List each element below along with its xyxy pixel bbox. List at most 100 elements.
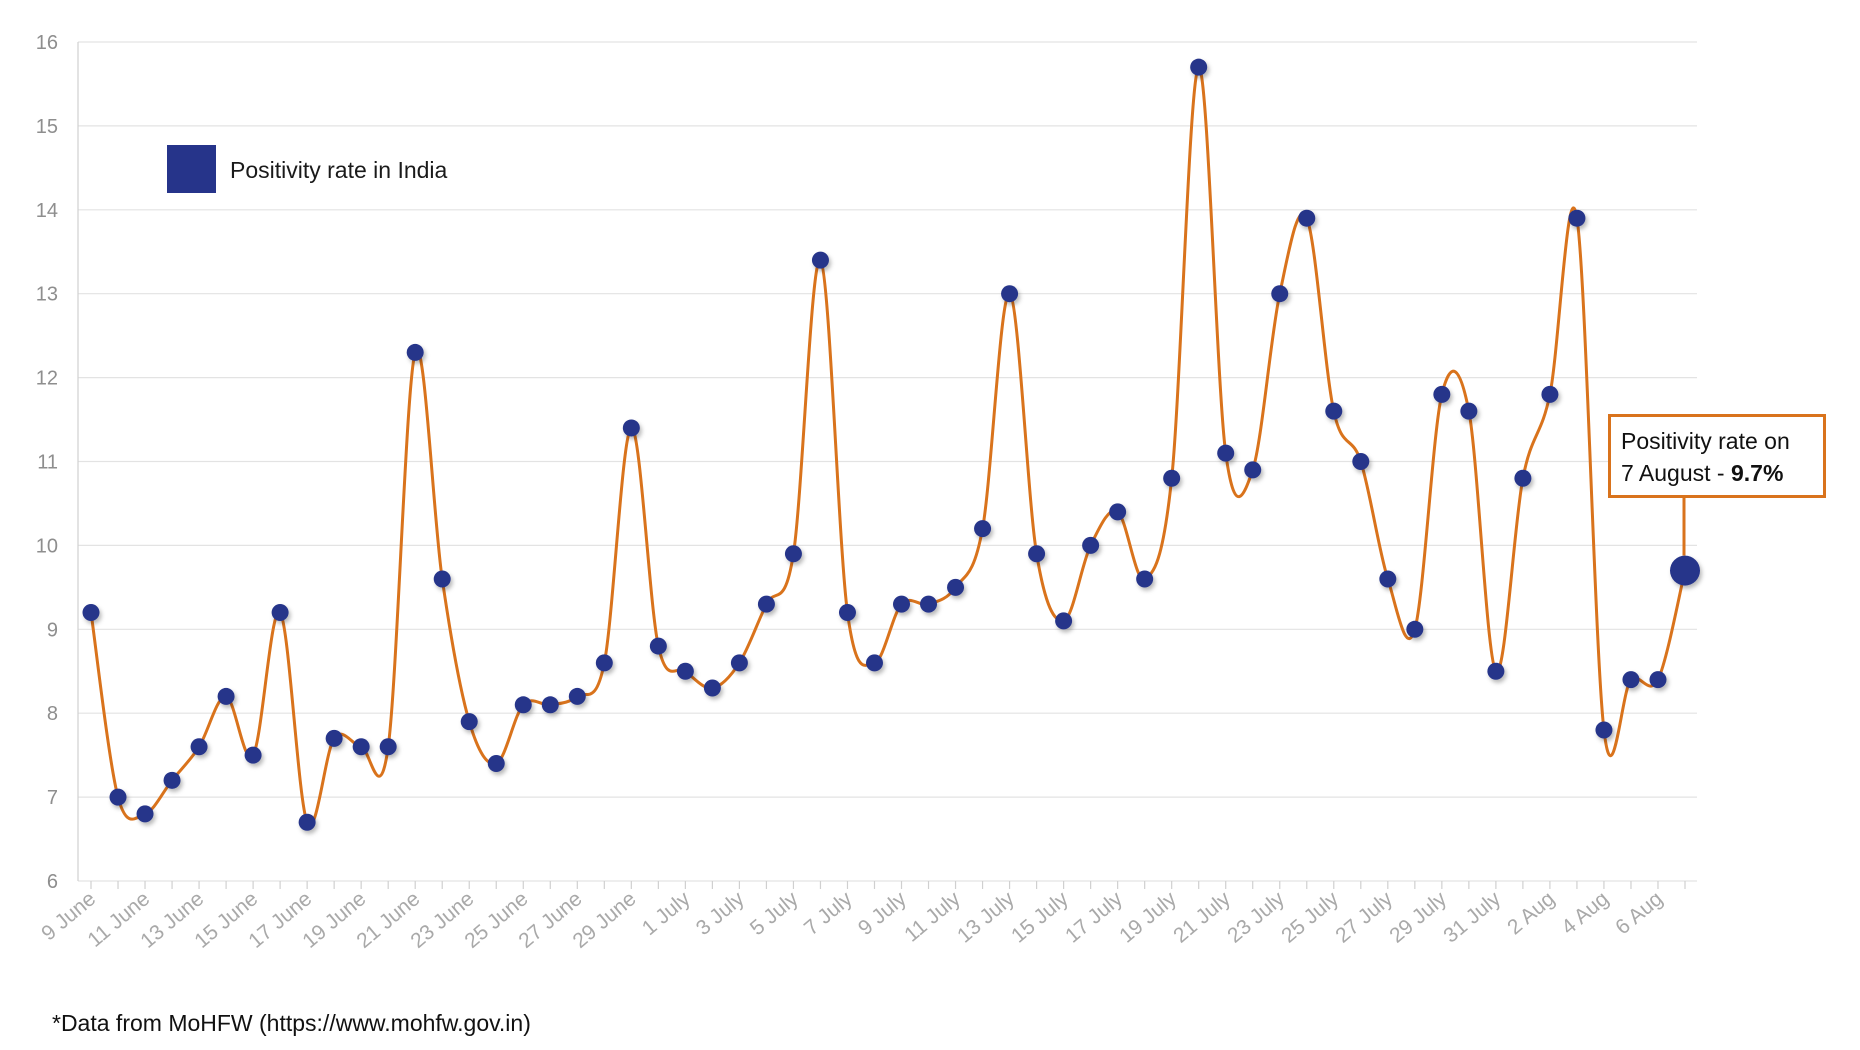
data-point — [217, 687, 235, 705]
y-axis: 6 7 8 9 10 11 12 13 14 15 16 — [36, 32, 79, 893]
data-point — [406, 343, 424, 361]
x-tick-label: 23 July — [1223, 887, 1289, 948]
data-point — [920, 595, 938, 613]
data-point — [460, 713, 478, 731]
data-point — [1514, 469, 1532, 487]
data-point — [676, 662, 694, 680]
data-point — [379, 738, 397, 756]
y-tick-label: 6 — [47, 871, 58, 893]
data-point — [595, 654, 613, 672]
data-point — [1244, 461, 1262, 479]
x-tick-label: 7 July — [800, 887, 857, 940]
data-point — [811, 251, 829, 269]
x-tick-label: 13 July — [953, 887, 1019, 948]
data-point — [974, 520, 992, 538]
data-point — [163, 771, 181, 789]
y-tick-label: 11 — [37, 452, 58, 474]
data-point — [325, 729, 343, 747]
annotation-value: 9.7% — [1730, 460, 1784, 486]
data-point — [1109, 503, 1127, 521]
x-tick-label: 6 Aug — [1611, 887, 1667, 939]
data-point — [865, 654, 883, 672]
data-point — [1379, 570, 1397, 588]
data-point — [352, 738, 370, 756]
y-tick-label: 10 — [36, 535, 58, 557]
data-point — [109, 788, 127, 806]
data-point — [1082, 536, 1100, 554]
data-point — [1298, 209, 1316, 227]
data-point — [514, 696, 532, 714]
y-tick-label: 8 — [47, 703, 58, 725]
data-point — [1163, 469, 1181, 487]
data-point — [1136, 570, 1154, 588]
data-point — [487, 755, 505, 773]
y-tick-label: 9 — [47, 619, 58, 641]
y-tick-label: 12 — [36, 368, 58, 390]
data-point — [1487, 662, 1505, 680]
y-tick-label: 7 — [47, 787, 58, 809]
data-source-footnote: *Data from MoHFW (https://www.mohfw.gov.… — [52, 1010, 531, 1036]
data-point — [82, 604, 100, 622]
annotation-line-2: 7 August - 9.7% — [1621, 457, 1813, 489]
data-point — [1406, 620, 1424, 638]
x-tick-label: 3 July — [692, 887, 749, 940]
y-tick-label: 16 — [36, 32, 58, 54]
data-point — [568, 687, 586, 705]
legend: Positivity rate in India — [167, 145, 448, 193]
x-tick-label: 21 July — [1169, 887, 1235, 948]
data-point — [838, 604, 856, 622]
data-point — [190, 738, 208, 756]
legend-swatch — [167, 145, 216, 193]
x-tick-label: 11 July — [900, 887, 965, 947]
x-tick-label: 4 Aug — [1557, 887, 1613, 939]
data-point-highlight — [1670, 555, 1700, 586]
x-tick-label: 17 July — [1061, 887, 1127, 948]
data-point — [1271, 285, 1289, 303]
data-point — [1325, 402, 1343, 420]
data-point — [784, 545, 802, 563]
x-tick-label: 31 July — [1439, 887, 1505, 948]
data-point — [1217, 444, 1235, 462]
x-tick-label: 19 July — [1115, 887, 1181, 948]
data-point — [947, 578, 965, 596]
x-tick-label: 27 July — [1331, 887, 1397, 948]
x-tick-label: 5 July — [746, 887, 803, 940]
data-point — [1055, 612, 1073, 630]
data-point — [271, 604, 289, 622]
data-point — [893, 595, 911, 613]
data-point — [244, 746, 262, 764]
legend-label: Positivity rate in India — [230, 157, 448, 183]
data-point — [1433, 385, 1451, 403]
data-point — [433, 570, 451, 588]
data-point — [730, 654, 748, 672]
x-tick-label: 1 July — [638, 887, 695, 940]
data-point — [1460, 402, 1478, 420]
data-point — [1541, 385, 1559, 403]
data-point — [1622, 671, 1640, 689]
series-positivity-rate — [82, 58, 1700, 831]
data-point — [1190, 58, 1208, 76]
data-point — [1649, 671, 1667, 689]
x-tick-label: 15 July — [1007, 887, 1073, 948]
data-point — [703, 679, 721, 697]
data-point — [1001, 285, 1019, 303]
data-point — [1595, 721, 1613, 739]
data-point — [541, 696, 559, 714]
y-tick-label: 13 — [36, 284, 58, 306]
x-tick-label: 29 July — [1385, 887, 1451, 948]
data-point — [757, 595, 775, 613]
data-point — [622, 419, 640, 437]
data-point — [1352, 453, 1370, 470]
annotation-line-1: Positivity rate on — [1621, 428, 1790, 454]
data-point — [298, 813, 316, 831]
annotation-callout: Positivity rate on 7 August - 9.7% — [1608, 414, 1826, 498]
x-tick-label: 25 July — [1277, 887, 1343, 948]
data-point — [136, 805, 154, 823]
data-point — [1568, 209, 1586, 227]
data-point — [649, 637, 667, 655]
y-tick-label: 14 — [36, 200, 58, 222]
gridlines — [78, 41, 1697, 882]
y-tick-label: 15 — [36, 116, 58, 138]
x-tick-label: 2 Aug — [1503, 887, 1559, 939]
